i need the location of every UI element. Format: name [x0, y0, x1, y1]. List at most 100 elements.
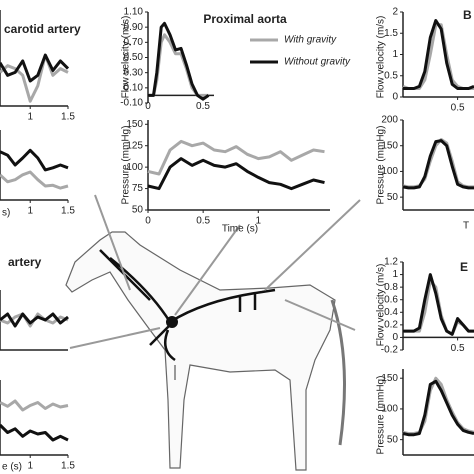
- y-axis-label: Flow velocity (m/s): [376, 16, 387, 99]
- arrows: [69, 194, 361, 380]
- x-axis-label: Time (s): [222, 224, 258, 235]
- y-tick-label: 1.2: [384, 257, 398, 268]
- x-tick-label: 0: [145, 101, 151, 112]
- horse-tail: [330, 299, 346, 446]
- y-tick-label: 150: [126, 119, 143, 130]
- y-axis-label: Pressure (mmHg): [376, 126, 387, 205]
- x-tick-label: 1: [27, 112, 33, 123]
- y-tick-label: 75: [132, 183, 144, 194]
- y-axis-label: Pressure (mmHg): [376, 376, 387, 455]
- y-tick-label: 0: [392, 92, 398, 103]
- line-chart: -0.2 0 0.20.4 0.60.8 11.2 0.5 E Flow velocity (…: [376, 257, 474, 356]
- x-tick-label: 1: [27, 206, 33, 217]
- y-tick-label: 0.6: [384, 294, 398, 305]
- series-line: [403, 19, 474, 90]
- horse-outline: [65, 231, 336, 471]
- y-tick-label: 0.5: [384, 70, 398, 81]
- line-chart: artery: [0, 255, 69, 351]
- y-tick-label: 100: [381, 404, 398, 415]
- x-axis-label: T: [463, 221, 469, 232]
- y-tick-label: 0.4: [384, 307, 398, 318]
- legend-label: With gravity: [284, 35, 337, 46]
- line-chart: 1 1.5 carotid artery: [0, 10, 81, 123]
- x-tick-label: 0: [145, 216, 151, 227]
- chart-title: Proximal aorta: [203, 12, 287, 26]
- y-tick-label: 0.8: [384, 282, 398, 293]
- x-tick-label: 1.5: [61, 461, 75, 472]
- y-axis-label: Flow velocity (m/s): [121, 16, 132, 99]
- y-tick-label: -0.10: [120, 98, 143, 109]
- x-axis-label: e (s): [2, 462, 22, 473]
- series-line: [402, 138, 474, 189]
- y-tick-label: 50: [132, 205, 144, 216]
- x-tick-label: 0.5: [196, 216, 210, 227]
- x-tick-label: 0.5: [451, 343, 465, 354]
- y-axis-label: Flow velocity (m/s): [376, 264, 387, 347]
- chart-title: artery: [8, 255, 42, 269]
- series-line: [402, 139, 474, 190]
- y-tick-label: 0.10: [124, 82, 144, 93]
- line-chart: 1 1.5 s): [0, 130, 75, 219]
- x-tick-label: 0.5: [451, 103, 465, 114]
- x-axis-label: s): [2, 208, 10, 219]
- heart: [166, 316, 178, 328]
- series-line: [147, 157, 325, 191]
- line-chart: -0.10 0.10 0.30 0.50 0.70 0.90 1.10 0 0.5 Proxima…: [120, 7, 351, 112]
- y-tick-label: 0.90: [124, 22, 144, 33]
- series-line: [402, 379, 474, 437]
- series-line: [0, 53, 70, 83]
- x-tick-label: 1: [27, 461, 33, 472]
- chart-title: B: [463, 8, 472, 22]
- y-tick-label: 50: [387, 192, 399, 203]
- series-line: [0, 53, 69, 103]
- y-tick-label: 1: [392, 269, 398, 280]
- series-line: [0, 148, 69, 172]
- x-tick-label: 0.5: [196, 101, 210, 112]
- series-line: [403, 273, 474, 336]
- series-line: [0, 312, 69, 328]
- x-tick-label: 1.5: [61, 206, 75, 217]
- y-tick-label: 100: [381, 166, 398, 177]
- x-tick-label: 1: [256, 216, 262, 227]
- y-tick-label: 1.5: [384, 28, 398, 39]
- series-line: [402, 23, 474, 90]
- y-tick-label: 125: [126, 140, 143, 151]
- chart-title: E: [460, 260, 468, 274]
- series-line: [148, 21, 210, 101]
- arrow: [174, 224, 241, 316]
- chart-title: carotid artery: [4, 22, 81, 36]
- x-tick-label: 1.5: [61, 112, 75, 123]
- y-tick-label: 200: [381, 115, 398, 126]
- series-line: [0, 170, 69, 190]
- series-line: [0, 423, 69, 442]
- y-tick-label: 0.70: [124, 37, 144, 48]
- y-tick-label: 2: [392, 7, 398, 18]
- y-tick-label: 100: [126, 162, 143, 173]
- arrow: [69, 327, 161, 349]
- y-tick-label: 0.2: [384, 319, 398, 330]
- y-tick-label: 0.50: [124, 52, 144, 63]
- horse: [65, 231, 346, 471]
- y-tick-label: 50: [387, 434, 399, 445]
- arrow: [94, 194, 131, 291]
- line-chart: 1 1.5 e (s): [0, 380, 75, 473]
- arrow: [284, 299, 356, 331]
- y-axis-label: Pressure (mmHg): [121, 126, 132, 205]
- y-tick-label: 0: [392, 332, 398, 343]
- line-chart: 50 75 100 125 150 0 0.5 1 Pressure (mmHg) Time (s…: [121, 119, 330, 235]
- y-tick-label: 0.30: [124, 67, 144, 78]
- series-line: [147, 139, 325, 176]
- arrow: [264, 199, 361, 291]
- y-tick-label: 150: [381, 373, 398, 384]
- series-line: [0, 399, 69, 412]
- y-tick-label: 1: [392, 49, 398, 60]
- y-tick-label: 150: [381, 140, 398, 151]
- y-tick-label: -0.2: [381, 345, 399, 356]
- legend-label: Without gravity: [284, 57, 351, 68]
- y-tick-label: 1.10: [124, 7, 144, 18]
- line-chart: 0 0.5 1 1.5 2 0.5 B Flow velocity (m/s): [376, 7, 474, 114]
